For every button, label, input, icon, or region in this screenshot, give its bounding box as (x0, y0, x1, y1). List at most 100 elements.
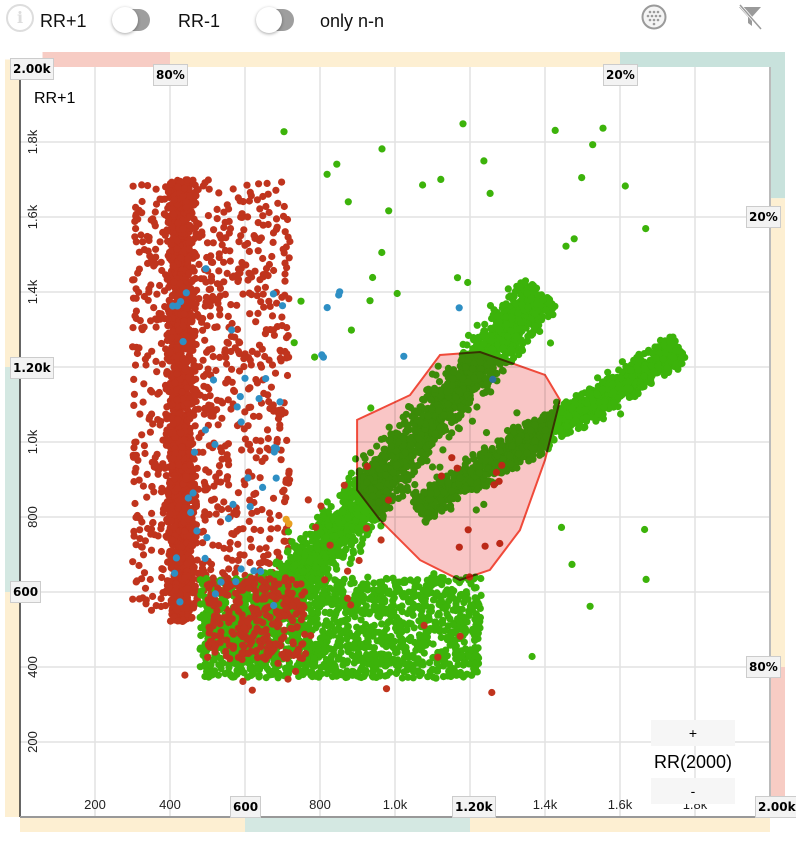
data-point-red (164, 188, 172, 196)
data-point-red (143, 470, 151, 478)
data-point-red (165, 528, 173, 537)
data-point-red (176, 495, 185, 503)
toggle-knob (112, 7, 138, 33)
data-point-red (185, 440, 193, 448)
data-point-red (269, 326, 278, 334)
data-point-red (173, 396, 181, 404)
data-point-red (166, 348, 174, 357)
data-point-green (335, 547, 343, 555)
data-point-red (216, 518, 225, 526)
data-point-red (147, 546, 156, 554)
data-point-red (264, 391, 272, 399)
data-point-red (202, 278, 210, 286)
data-point-red (192, 386, 200, 394)
data-point-green (334, 516, 342, 524)
rr-plus-1-label: RR+1 (40, 11, 87, 31)
data-point-red (129, 324, 137, 332)
toolbar: i RR+1 RR-1 only n-n (0, 0, 796, 40)
data-point-red (151, 208, 159, 216)
data-point-red (136, 535, 144, 543)
data-point-red (222, 379, 230, 387)
data-point-red (129, 451, 137, 459)
data-point-red (199, 356, 207, 364)
data-point-red (164, 252, 172, 260)
data-point-red (191, 250, 199, 258)
bottom-band (470, 817, 770, 832)
data-point-red (129, 343, 137, 351)
data-point-red (269, 401, 277, 409)
data-point-red (144, 182, 152, 190)
data-point-red (222, 353, 230, 361)
data-point-red (138, 197, 146, 206)
data-point-red (164, 436, 172, 444)
data-point-red (236, 339, 244, 347)
data-point-red (255, 180, 263, 188)
only-n-n-toggle[interactable] (256, 7, 294, 33)
data-point-red (184, 255, 192, 263)
data-point-red (206, 392, 214, 400)
data-point-green (495, 326, 504, 334)
data-point-red (284, 233, 292, 241)
data-point-red (182, 473, 190, 481)
data-point-red (129, 294, 138, 302)
data-point-red (129, 276, 137, 284)
data-point-red (214, 299, 222, 307)
grid-dots-icon[interactable] (641, 4, 667, 30)
data-point-red (276, 421, 284, 429)
left-band (5, 367, 20, 592)
data-point-green (509, 354, 518, 362)
data-point-red (195, 220, 203, 228)
data-point-red (227, 347, 235, 356)
data-point-red (280, 202, 288, 211)
data-point-red (190, 293, 198, 301)
data-point-red (162, 587, 170, 595)
data-point-red (191, 422, 199, 430)
data-point-red (249, 412, 258, 420)
data-point-red (178, 443, 186, 451)
data-point-red (282, 478, 290, 486)
data-point-red (156, 281, 164, 290)
data-point-red (237, 232, 245, 240)
data-point-red (158, 484, 166, 492)
data-point-red (148, 410, 156, 418)
data-point-red (137, 231, 145, 239)
data-point-red (246, 535, 254, 543)
data-point-red (171, 586, 179, 595)
data-point-red (274, 548, 282, 556)
data-point-red (176, 279, 184, 287)
data-point-green (499, 301, 507, 309)
data-point-red (186, 221, 194, 230)
info-icon[interactable]: i (6, 4, 34, 32)
data-point-red (131, 361, 140, 369)
data-point-red (205, 285, 213, 294)
data-point-red (267, 383, 275, 391)
data-point-red (192, 375, 200, 383)
data-point-red (132, 225, 140, 233)
data-point-green (306, 544, 314, 552)
data-point-red (252, 376, 260, 384)
data-point-green (272, 560, 280, 568)
data-point-red (245, 403, 253, 412)
data-point-red (215, 469, 223, 477)
data-point-red (265, 208, 273, 217)
data-point-red (224, 440, 232, 448)
data-point-red (186, 213, 194, 221)
data-point-red (140, 442, 148, 450)
data-point-red (135, 476, 143, 484)
data-point-red (191, 332, 199, 340)
filter-off-icon[interactable] (736, 2, 764, 30)
data-point-red (187, 555, 195, 563)
data-point-red (153, 290, 161, 298)
bottom-band (245, 817, 470, 832)
data-point-red (276, 354, 284, 362)
data-point-red (262, 326, 270, 334)
rr-mode-toggle[interactable] (112, 7, 150, 33)
data-point-red (148, 509, 156, 517)
data-point-red (192, 192, 200, 200)
data-point-red (139, 551, 148, 559)
data-point-red (179, 617, 187, 626)
data-point-red (270, 266, 278, 275)
data-point-red (244, 422, 252, 430)
data-point-red (135, 561, 143, 570)
